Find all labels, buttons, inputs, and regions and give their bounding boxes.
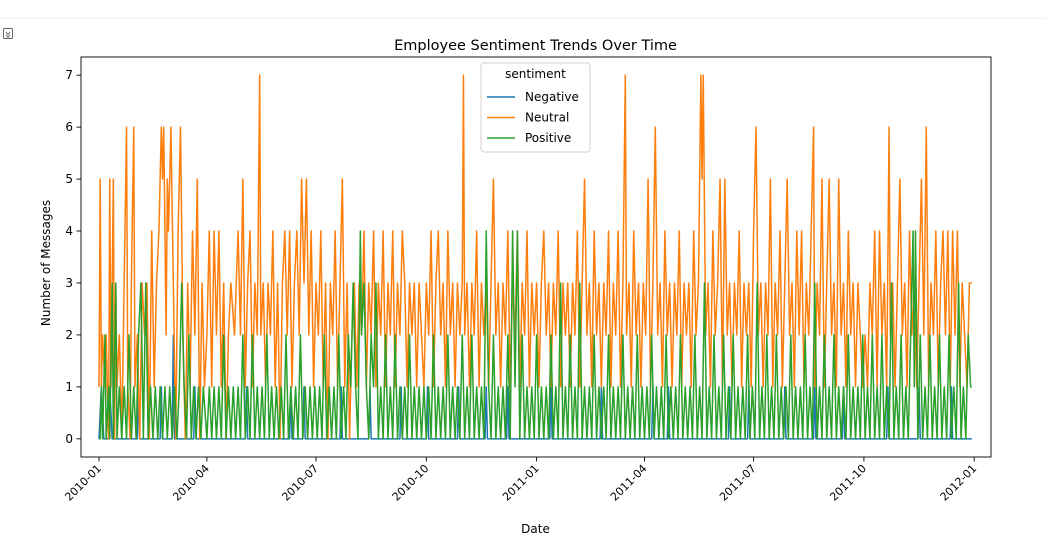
x-axis: 2010-01 2010-04 2010-07 2010-10 2011-01 2011-…	[62, 457, 979, 504]
x-tick-label: 2010-07	[279, 462, 321, 504]
x-tick-label: 2010-01	[62, 462, 104, 504]
x-tick-label: 2010-04	[170, 462, 212, 504]
output-collapse-icon[interactable]	[2, 26, 16, 44]
notebook-cell-topbar	[0, 0, 1046, 19]
x-tick-label: 2011-10	[827, 462, 869, 504]
y-axis-label: Number of Messages	[39, 200, 53, 326]
x-tick-label: 2011-01	[500, 462, 542, 504]
x-tick-label: 2011-07	[717, 462, 759, 504]
legend-label-neutral: Neutral	[525, 111, 569, 125]
x-tick-label: 2010-10	[390, 462, 432, 504]
y-axis: 0 1 2 3 4 5 6 7	[65, 68, 81, 446]
series-layer	[98, 74, 972, 440]
legend-label-negative: Negative	[525, 90, 579, 104]
y-tick-label: 2	[65, 328, 73, 342]
y-tick-label: 0	[65, 432, 73, 446]
series-line-neutral	[98, 74, 972, 440]
legend-title: sentiment	[505, 67, 566, 81]
y-tick-label: 1	[65, 380, 73, 394]
y-tick-label: 3	[65, 276, 73, 290]
y-tick-label: 6	[65, 120, 73, 134]
x-tick-label: 2012-01	[938, 462, 980, 504]
y-tick-label: 4	[65, 224, 73, 238]
legend-box	[480, 62, 591, 153]
legend-label-positive: Positive	[525, 131, 571, 145]
series-line-positive	[98, 230, 972, 440]
x-tick-label: 2011-04	[608, 462, 650, 504]
chart-title: Employee Sentiment Trends Over Time	[394, 38, 677, 54]
legend: sentiment Negative Neutral Positive	[480, 62, 591, 153]
y-tick-label: 7	[65, 68, 73, 82]
y-tick-label: 5	[65, 172, 73, 186]
x-axis-label: Date	[521, 522, 550, 536]
plot-frame	[80, 56, 992, 458]
